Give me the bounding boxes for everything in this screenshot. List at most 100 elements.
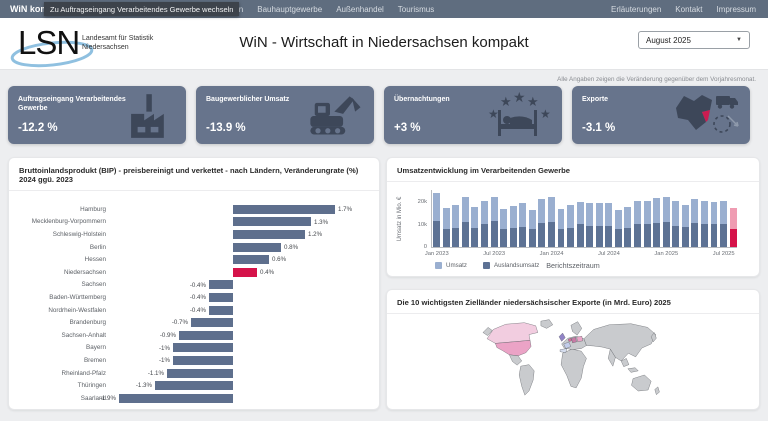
kpi-card-auftragseingang[interactable]: Auftragseingang Verarbeitendes Gewerbe -… <box>8 86 186 144</box>
bip-bar[interactable] <box>173 343 233 353</box>
auslandsumsatz-bar-segment[interactable] <box>586 225 594 247</box>
auslandsumsatz-bar-segment[interactable] <box>624 227 632 247</box>
auslandsumsatz-bar-segment[interactable] <box>729 228 737 247</box>
auslandsumsatz-bar-segment[interactable] <box>691 223 699 247</box>
umsatz-bar[interactable] <box>547 196 555 247</box>
bip-bar[interactable] <box>209 280 233 290</box>
umsatz-bar[interactable] <box>586 203 594 247</box>
map-australia[interactable] <box>631 374 652 392</box>
world-map[interactable] <box>423 317 723 405</box>
bip-bar[interactable] <box>209 292 233 302</box>
bip-bar[interactable] <box>233 204 335 214</box>
auslandsumsatz-bar-segment[interactable] <box>547 222 555 247</box>
umsatz-bar[interactable] <box>528 209 536 247</box>
auslandsumsatz-bar-segment[interactable] <box>595 225 603 247</box>
umsatz-bar[interactable] <box>538 199 546 247</box>
map-france[interactable] <box>563 341 572 349</box>
period-dropdown[interactable]: August 2025 ▼ <box>638 31 750 49</box>
kpi-card-baugewerblicher-umsatz[interactable]: Baugewerblicher Umsatz -13.9 % <box>196 86 374 144</box>
map-uk[interactable] <box>558 332 566 342</box>
map-africa[interactable] <box>560 348 587 389</box>
auslandsumsatz-bar-segment[interactable] <box>519 226 527 247</box>
umsatz-bar[interactable] <box>729 208 737 247</box>
map-poland[interactable] <box>576 335 584 343</box>
umsatz-bar[interactable] <box>452 205 460 247</box>
auslandsumsatz-bar-segment[interactable] <box>720 224 728 247</box>
map-indonesia[interactable] <box>627 367 639 373</box>
nav-item-tourismus[interactable]: Tourismus <box>397 5 435 14</box>
umsatz-bar[interactable] <box>720 201 728 247</box>
umsatz-bar[interactable] <box>500 208 508 247</box>
kpi-card-uebernachtungen[interactable]: Übernachtungen +3 % ★ ★ ★ ★ ★ <box>384 86 562 144</box>
auslandsumsatz-bar-segment[interactable] <box>557 228 565 247</box>
bip-bar[interactable] <box>233 242 281 252</box>
bip-bar[interactable] <box>233 217 311 227</box>
map-greenland[interactable] <box>540 319 553 329</box>
umsatz-bar[interactable] <box>509 205 517 247</box>
umsatz-bar[interactable] <box>662 197 670 247</box>
bip-bar[interactable] <box>233 229 305 239</box>
umsatz-bar[interactable] <box>614 209 622 247</box>
nav-item-bauhauptgewerbe[interactable]: Bauhauptgewerbe <box>257 5 323 14</box>
umsatz-bar[interactable] <box>595 203 603 247</box>
bip-bar[interactable] <box>179 330 233 340</box>
auslandsumsatz-bar-segment[interactable] <box>433 221 441 247</box>
auslandsumsatz-bar-segment[interactable] <box>681 226 689 247</box>
auslandsumsatz-bar-segment[interactable] <box>452 227 460 247</box>
bip-bar[interactable] <box>209 305 233 315</box>
umsatz-bar[interactable] <box>442 207 450 247</box>
auslandsumsatz-bar-segment[interactable] <box>471 227 479 247</box>
auslandsumsatz-bar-segment[interactable] <box>442 228 450 247</box>
umsatz-bar[interactable] <box>634 201 641 247</box>
nav-item-kontakt[interactable]: Kontakt <box>675 5 703 14</box>
auslandsumsatz-bar-segment[interactable] <box>538 223 546 247</box>
auslandsumsatz-bar-segment[interactable] <box>500 228 508 247</box>
umsatz-bar[interactable] <box>461 197 469 247</box>
umsatz-bar[interactable] <box>433 193 441 247</box>
auslandsumsatz-bar-segment[interactable] <box>567 227 575 247</box>
bip-bar[interactable] <box>119 393 233 403</box>
map-se-asia[interactable] <box>620 358 630 367</box>
umsatz-bar[interactable] <box>681 205 689 247</box>
auslandsumsatz-bar-segment[interactable] <box>653 223 661 247</box>
bip-bar[interactable] <box>155 381 233 391</box>
map-japan[interactable] <box>650 332 657 343</box>
umsatz-bar[interactable] <box>710 202 718 247</box>
map-alaska[interactable] <box>482 327 493 336</box>
bip-bar[interactable] <box>233 267 257 277</box>
umsatz-bar[interactable] <box>481 201 488 247</box>
auslandsumsatz-bar-segment[interactable] <box>710 224 718 247</box>
auslandsumsatz-bar-segment[interactable] <box>700 224 708 247</box>
map-scandinavia[interactable] <box>570 321 582 336</box>
auslandsumsatz-bar-segment[interactable] <box>662 222 670 247</box>
auslandsumsatz-bar-segment[interactable] <box>576 224 584 247</box>
umsatz-bar[interactable] <box>672 201 680 247</box>
umsatz-bar[interactable] <box>643 201 651 247</box>
bip-bar[interactable] <box>233 255 269 265</box>
map-central-europe[interactable] <box>571 337 577 344</box>
auslandsumsatz-bar-segment[interactable] <box>509 227 517 247</box>
umsatz-bar[interactable] <box>700 201 708 247</box>
umsatz-bar[interactable] <box>567 205 575 247</box>
umsatz-bar[interactable] <box>691 198 699 247</box>
bip-bar[interactable] <box>191 318 233 328</box>
map-south-america[interactable] <box>518 364 535 396</box>
auslandsumsatz-bar-segment[interactable] <box>614 228 622 247</box>
map-new-zealand[interactable] <box>654 386 660 395</box>
auslandsumsatz-bar-segment[interactable] <box>461 222 469 247</box>
map-mexico[interactable] <box>509 354 522 366</box>
nav-item-impressum[interactable]: Impressum <box>716 5 756 14</box>
auslandsumsatz-bar-segment[interactable] <box>634 224 641 247</box>
bip-bar[interactable] <box>167 368 233 378</box>
umsatz-bar[interactable] <box>605 203 613 247</box>
umsatz-bar[interactable] <box>490 197 498 247</box>
umsatz-bar[interactable] <box>624 206 632 247</box>
umsatz-bar[interactable] <box>557 208 565 247</box>
map-asia[interactable] <box>583 323 657 362</box>
nav-item-erlaeuterungen[interactable]: Erläuterungen <box>611 5 662 14</box>
umsatz-bar[interactable] <box>519 203 527 247</box>
nav-item-aussenhandel[interactable]: Außenhandel <box>336 5 384 14</box>
bip-bar[interactable] <box>173 355 233 365</box>
map-spain[interactable] <box>559 348 567 353</box>
auslandsumsatz-bar-segment[interactable] <box>490 221 498 247</box>
